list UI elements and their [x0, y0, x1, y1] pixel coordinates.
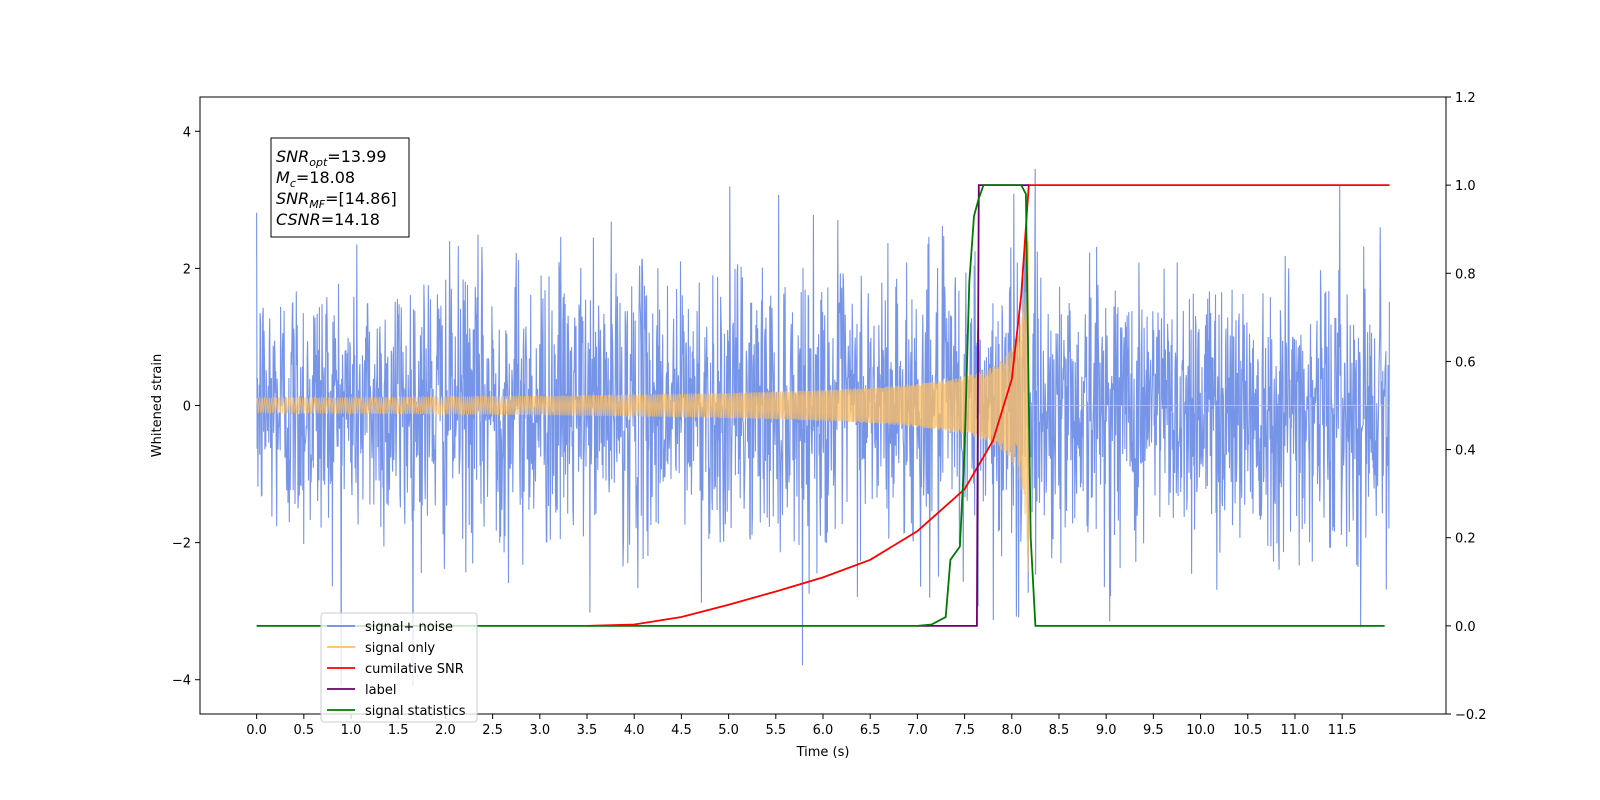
x-tick-label: 0.5 [293, 723, 314, 738]
x-tick-label: 3.5 [577, 723, 598, 738]
x-axis-label: Time (s) [796, 745, 850, 760]
y-left-tick-label: 0 [183, 400, 191, 415]
series-label [917, 184, 1029, 627]
series-signal-statistics [256, 184, 1385, 627]
x-tick-label: 7.5 [954, 723, 975, 738]
series-signal-noise [256, 168, 1390, 687]
y-right-tick-label: −0.2 [1455, 708, 1487, 723]
x-tick-label: 4.0 [624, 723, 645, 738]
x-tick-label: 2.0 [435, 723, 456, 738]
y-right-tick-label: 0.2 [1455, 532, 1476, 547]
y-right-tick-label: 0.8 [1455, 267, 1476, 282]
x-tick-label: 8.5 [1049, 723, 1070, 738]
x-tick-label: 10.0 [1186, 723, 1215, 738]
y-axis-label-left: Whitened strain [150, 354, 165, 457]
x-tick-label: 1.0 [341, 723, 362, 738]
x-tick-label: 8.0 [1001, 723, 1022, 738]
x-tick-label: 9.0 [1096, 723, 1117, 738]
plot-layer [256, 168, 1390, 687]
x-tick-label: 1.5 [388, 723, 409, 738]
y-left-tick-label: 4 [183, 125, 191, 140]
x-tick-label: 6.0 [813, 723, 834, 738]
legend-label: signal only [365, 641, 435, 656]
y-right-tick-label: 1.0 [1455, 179, 1476, 194]
legend: signal+ noise signal only cumilative SNR la… [320, 612, 478, 723]
x-tick-label: 3.0 [529, 723, 550, 738]
annotation-line: SNRopt=13.99 [276, 147, 387, 169]
legend-label: label [365, 683, 396, 698]
legend-label: signal+ noise [365, 620, 453, 635]
y-right-tick-label: 0.6 [1455, 355, 1476, 370]
x-tick-label: 0.0 [246, 723, 267, 738]
series-cumulative-snr [586, 184, 1390, 627]
x-tick-label: 5.0 [718, 723, 739, 738]
annotation-line: Mc=18.08 [276, 168, 355, 190]
x-tick-label: 4.5 [671, 723, 692, 738]
x-tick-label: 11.0 [1280, 723, 1309, 738]
y-right-tick-label: 0.4 [1455, 444, 1476, 459]
ticks-layer: 0.0 0.5 1.0 1.5 2.0 2.5 3.0 3.5 4.0 4.5 5.0 5.5 6.0 6… [172, 91, 1487, 738]
y-left-tick-label: −4 [172, 674, 191, 689]
y-left-tick-label: 2 [183, 262, 191, 277]
annotation-line: CSNR=14.18 [276, 210, 380, 229]
legend-label: cumilative SNR [365, 662, 464, 677]
x-tick-label: 2.5 [482, 723, 503, 738]
x-tick-label: 7.0 [907, 723, 928, 738]
annotation-frame [270, 137, 410, 238]
x-tick-label: 9.5 [1143, 723, 1164, 738]
annotation-line: SNRMF=[14.86] [276, 189, 397, 211]
y-left-tick-label: −2 [172, 537, 191, 552]
series-signal-only [256, 240, 1390, 573]
x-tick-label: 6.5 [860, 723, 881, 738]
legend-label: signal statistics [365, 704, 466, 719]
y-right-tick-label: 1.2 [1455, 91, 1476, 106]
snr-annotation-box: SNRopt=13.99Mc=18.08SNRMF=[14.86]CSNR=14… [270, 137, 410, 238]
y-right-tick-label: 0.0 [1455, 620, 1476, 635]
x-tick-label: 11.5 [1328, 723, 1357, 738]
legend-frame [320, 612, 478, 723]
x-tick-label: 5.5 [765, 723, 786, 738]
x-tick-label: 10.5 [1233, 723, 1262, 738]
